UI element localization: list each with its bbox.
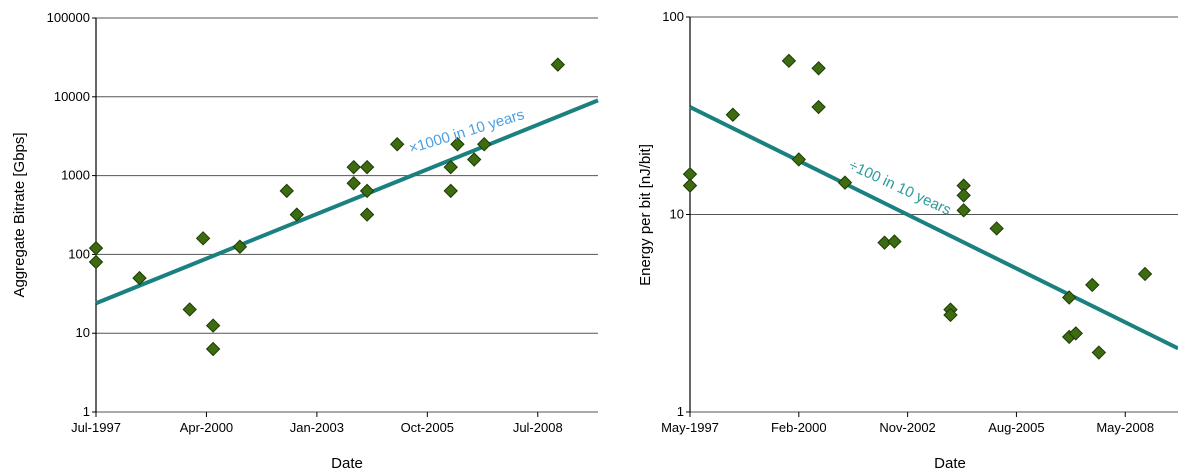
data-point (359, 183, 375, 199)
data-point (1068, 326, 1083, 341)
data-point (279, 183, 294, 199)
data-point (956, 203, 971, 218)
x-axis-title: Date (331, 455, 363, 472)
data-point (195, 231, 211, 246)
bitrate-chart: 1 10 100 1000 10000 100000 Jul-1997 Apr-2000 Jan… (11, 10, 599, 472)
data-point (781, 53, 797, 69)
data-point (466, 152, 482, 167)
data-point (232, 239, 248, 254)
data-point (346, 159, 361, 175)
y-axis-title: Energy per bit [nJ/bit] (637, 144, 654, 286)
y-tick-label: 100 (68, 246, 90, 261)
data-point (811, 99, 826, 115)
y-tick-label: 100000 (47, 10, 90, 25)
data-point (289, 207, 305, 222)
data-point (389, 137, 405, 152)
trend-annotation: ×1000 in 10 years (407, 106, 526, 157)
data-point (887, 234, 902, 249)
x-tick-label: Aug-2005 (988, 420, 1044, 435)
data-point (205, 318, 221, 333)
data-point (1091, 345, 1107, 360)
x-tick-label: Jul-1997 (71, 420, 121, 435)
data-point (182, 302, 197, 317)
x-tick-label: Apr-2000 (180, 420, 233, 435)
x-tick-label: Nov-2002 (879, 420, 935, 435)
x-tick-label: Feb-2000 (771, 420, 827, 435)
data-point (956, 188, 971, 203)
x-axis-title: Date (934, 455, 966, 472)
data-point (1061, 290, 1077, 305)
data-point (550, 57, 566, 72)
data-point (791, 152, 807, 167)
data-point (443, 183, 458, 199)
data-point (359, 159, 375, 175)
data-point (477, 137, 492, 152)
y-tick-label: 1 (677, 404, 684, 419)
x-tick-label: Jan-2003 (290, 420, 344, 435)
y-axis-title: Aggregate Bitrate [Gbps] (11, 132, 28, 297)
y-tick-label: 1 (83, 404, 90, 419)
data-point (837, 175, 853, 190)
data-point (943, 307, 958, 323)
data-point (989, 221, 1004, 236)
y-tick-label: 100 (662, 9, 684, 24)
data-point (811, 61, 826, 76)
y-tick-label: 1000 (61, 168, 90, 183)
data-point (88, 254, 104, 270)
data-point (443, 159, 458, 175)
data-point (359, 207, 375, 222)
data-point (682, 178, 698, 193)
data-point (450, 137, 465, 152)
data-point (88, 240, 104, 256)
y-tick-label: 10 (670, 207, 684, 222)
data-point (725, 107, 741, 122)
trend-line (95, 98, 599, 306)
data-point (346, 176, 361, 191)
energy-chart: 1 10 100 May-1997 Feb-2000 Nov-2002 Aug-2005 Ma… (637, 9, 1178, 472)
data-point (132, 270, 147, 286)
x-tick-label: Oct-2005 (401, 420, 454, 435)
x-tick-label: Jul-2008 (513, 420, 563, 435)
data-point (1137, 266, 1153, 282)
data-point (1085, 277, 1100, 293)
data-point (205, 341, 221, 357)
x-tick-label: May-2008 (1096, 420, 1154, 435)
y-tick-label: 10 (76, 325, 90, 340)
y-tick-label: 10000 (54, 89, 90, 104)
x-tick-label: May-1997 (661, 420, 719, 435)
trend-line (689, 105, 1178, 351)
